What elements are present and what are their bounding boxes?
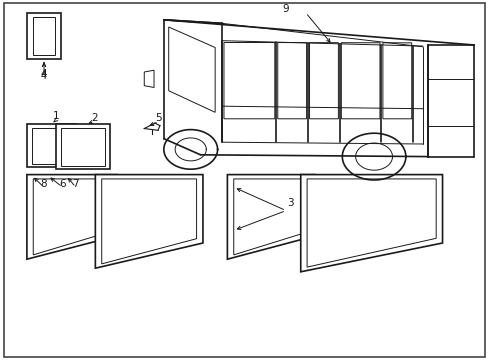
Text: 4: 4 [41, 69, 47, 79]
Polygon shape [227, 175, 315, 259]
Text: 3: 3 [287, 198, 294, 208]
Text: 8: 8 [41, 179, 47, 189]
Polygon shape [61, 128, 105, 166]
Polygon shape [27, 175, 117, 259]
Text: 5: 5 [155, 113, 162, 123]
Polygon shape [95, 175, 203, 268]
Polygon shape [27, 124, 76, 167]
Text: 9: 9 [282, 4, 289, 14]
Text: 2: 2 [91, 113, 98, 123]
Text: 1: 1 [53, 111, 60, 121]
Text: 4: 4 [41, 71, 47, 81]
Polygon shape [300, 175, 442, 272]
Text: 7: 7 [72, 179, 79, 189]
Text: 6: 6 [59, 179, 66, 189]
Polygon shape [32, 128, 71, 164]
Polygon shape [56, 124, 110, 169]
